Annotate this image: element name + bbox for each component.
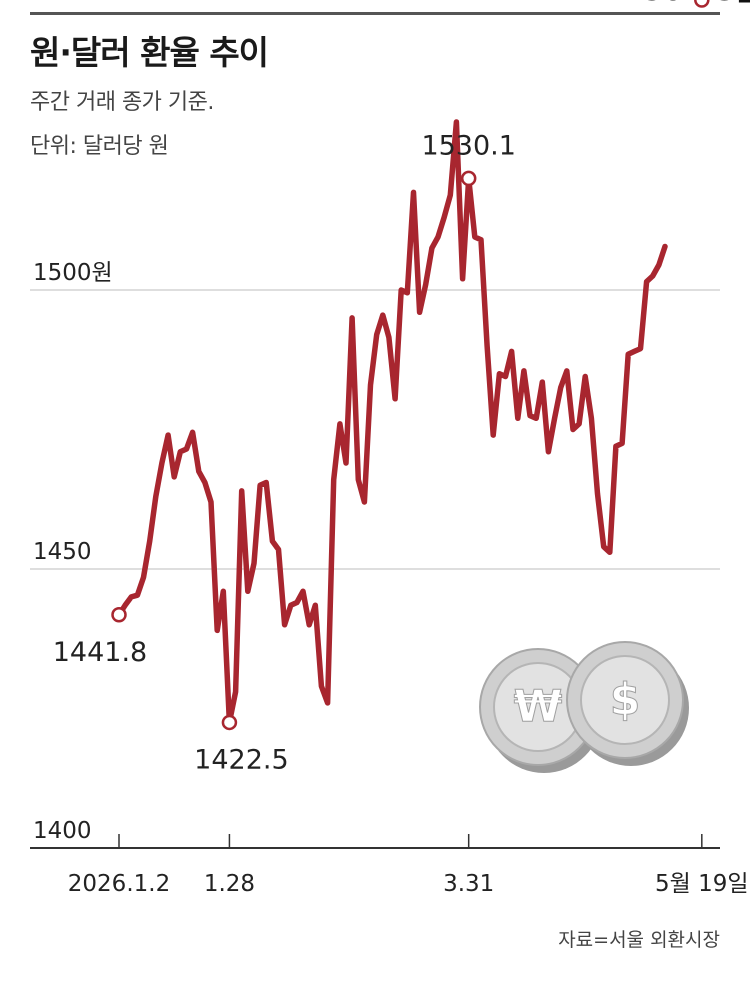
chart-subtitle-line-2: 단위: 달러당 원 xyxy=(30,134,169,159)
y-tick-label: 1450 xyxy=(33,539,92,565)
x-tick-label: 2026.1.2 xyxy=(68,871,170,897)
top-rule xyxy=(30,12,720,15)
dollar-coin-icon-glyph: $ xyxy=(610,674,641,725)
data-label: 1422.5 xyxy=(194,744,288,775)
y-tick-label: 1500원 xyxy=(33,260,113,286)
x-tick-label: 3.31 xyxy=(443,871,494,897)
dollar-coin-icon-face xyxy=(580,655,670,745)
data-label: 1530.1 xyxy=(421,130,515,161)
x-tick-label: 1.28 xyxy=(204,871,255,897)
data-label: 1441.8 xyxy=(53,637,147,668)
source-note: 자료=서울 외환시장 xyxy=(558,929,720,951)
data-point-marker xyxy=(460,170,477,187)
x-tick-label: 5월 19일 xyxy=(655,871,749,897)
data-point-marker xyxy=(111,607,127,623)
series-line xyxy=(116,119,668,726)
chart-title: 원·달러 환율 추이 xyxy=(30,33,269,72)
data-point-marker xyxy=(694,0,710,8)
won-coin-icon-glyph: ₩ xyxy=(514,681,563,732)
y-tick-label: 1400 xyxy=(33,818,92,844)
chart-subtitle-line-1: 주간 거래 종가 기준. xyxy=(30,90,214,115)
data-label: 1507.8원 xyxy=(623,0,750,7)
data-point-marker xyxy=(221,714,238,731)
